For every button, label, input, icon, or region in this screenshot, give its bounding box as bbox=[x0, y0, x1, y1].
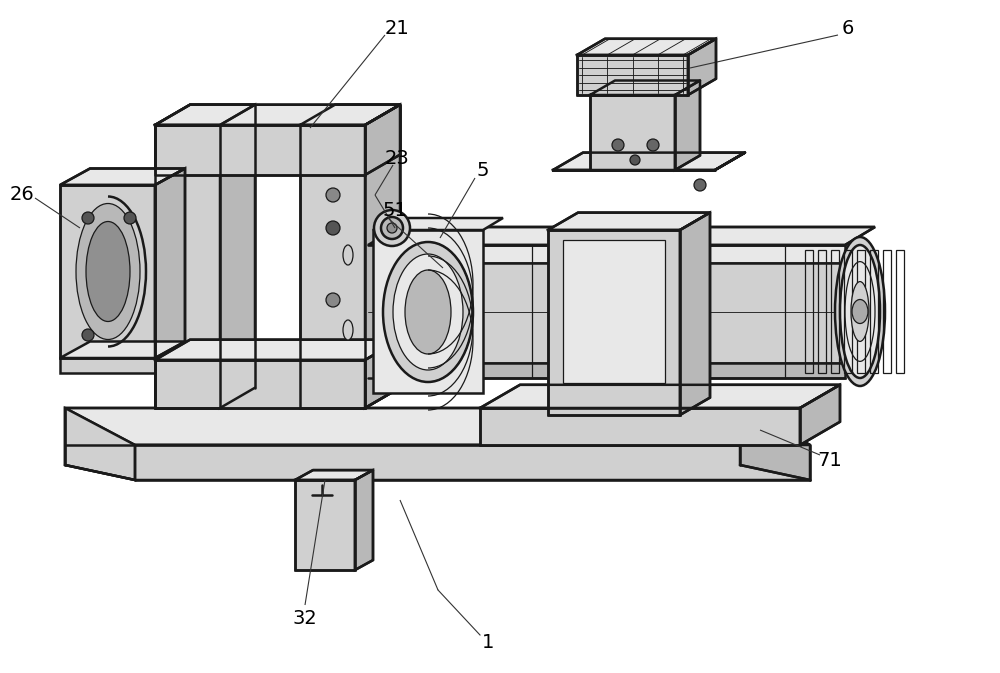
Ellipse shape bbox=[326, 188, 340, 202]
Polygon shape bbox=[155, 125, 365, 175]
Polygon shape bbox=[295, 480, 355, 570]
Polygon shape bbox=[355, 470, 373, 570]
Polygon shape bbox=[60, 341, 185, 358]
Polygon shape bbox=[373, 218, 503, 230]
Polygon shape bbox=[365, 105, 400, 408]
Ellipse shape bbox=[343, 245, 353, 265]
Text: 32: 32 bbox=[293, 608, 317, 627]
Polygon shape bbox=[60, 168, 185, 185]
Polygon shape bbox=[295, 470, 373, 480]
Text: 5: 5 bbox=[477, 160, 489, 180]
Polygon shape bbox=[65, 408, 810, 445]
Polygon shape bbox=[155, 168, 185, 358]
Polygon shape bbox=[577, 55, 688, 95]
Polygon shape bbox=[590, 95, 675, 170]
Polygon shape bbox=[220, 105, 255, 408]
Text: 71: 71 bbox=[818, 450, 842, 470]
Polygon shape bbox=[680, 213, 710, 415]
Polygon shape bbox=[800, 385, 840, 445]
Polygon shape bbox=[480, 408, 800, 445]
Polygon shape bbox=[715, 153, 745, 170]
Ellipse shape bbox=[694, 179, 706, 191]
Polygon shape bbox=[155, 125, 220, 408]
Ellipse shape bbox=[835, 237, 885, 386]
Polygon shape bbox=[155, 360, 365, 408]
Ellipse shape bbox=[343, 320, 353, 340]
Text: 6: 6 bbox=[842, 18, 854, 38]
Polygon shape bbox=[590, 81, 700, 95]
Polygon shape bbox=[480, 385, 840, 408]
Polygon shape bbox=[675, 81, 700, 170]
Polygon shape bbox=[365, 340, 400, 408]
Text: 21: 21 bbox=[385, 18, 409, 38]
Ellipse shape bbox=[647, 139, 659, 151]
Polygon shape bbox=[155, 340, 400, 360]
Polygon shape bbox=[740, 408, 810, 480]
Polygon shape bbox=[365, 105, 400, 175]
Polygon shape bbox=[155, 105, 400, 125]
Polygon shape bbox=[65, 408, 135, 480]
Polygon shape bbox=[563, 240, 665, 383]
Ellipse shape bbox=[86, 221, 130, 322]
Polygon shape bbox=[300, 125, 365, 408]
Polygon shape bbox=[548, 213, 710, 230]
Ellipse shape bbox=[374, 210, 410, 246]
Ellipse shape bbox=[326, 293, 340, 307]
Ellipse shape bbox=[405, 270, 451, 354]
Ellipse shape bbox=[387, 223, 397, 233]
Ellipse shape bbox=[383, 242, 473, 382]
Polygon shape bbox=[368, 363, 845, 378]
Text: 26: 26 bbox=[10, 184, 34, 203]
Polygon shape bbox=[300, 105, 400, 125]
Polygon shape bbox=[368, 227, 875, 245]
Ellipse shape bbox=[630, 155, 640, 165]
Polygon shape bbox=[577, 39, 716, 55]
Polygon shape bbox=[688, 39, 716, 95]
Text: 23: 23 bbox=[385, 149, 409, 168]
Ellipse shape bbox=[82, 329, 94, 341]
Ellipse shape bbox=[840, 245, 880, 378]
Polygon shape bbox=[553, 153, 745, 170]
Polygon shape bbox=[155, 105, 255, 125]
Ellipse shape bbox=[82, 212, 94, 224]
Ellipse shape bbox=[124, 212, 136, 224]
Ellipse shape bbox=[612, 139, 624, 151]
Polygon shape bbox=[65, 445, 810, 480]
Ellipse shape bbox=[326, 221, 340, 235]
Ellipse shape bbox=[393, 254, 463, 370]
Text: 51: 51 bbox=[383, 201, 407, 221]
Ellipse shape bbox=[851, 281, 869, 341]
Text: 1: 1 bbox=[482, 633, 494, 653]
Ellipse shape bbox=[76, 203, 140, 339]
Polygon shape bbox=[373, 230, 483, 393]
Polygon shape bbox=[60, 185, 155, 358]
Polygon shape bbox=[60, 358, 155, 373]
Polygon shape bbox=[368, 245, 845, 263]
Polygon shape bbox=[548, 230, 680, 415]
Ellipse shape bbox=[852, 299, 868, 324]
Polygon shape bbox=[368, 263, 845, 363]
Ellipse shape bbox=[381, 217, 403, 239]
